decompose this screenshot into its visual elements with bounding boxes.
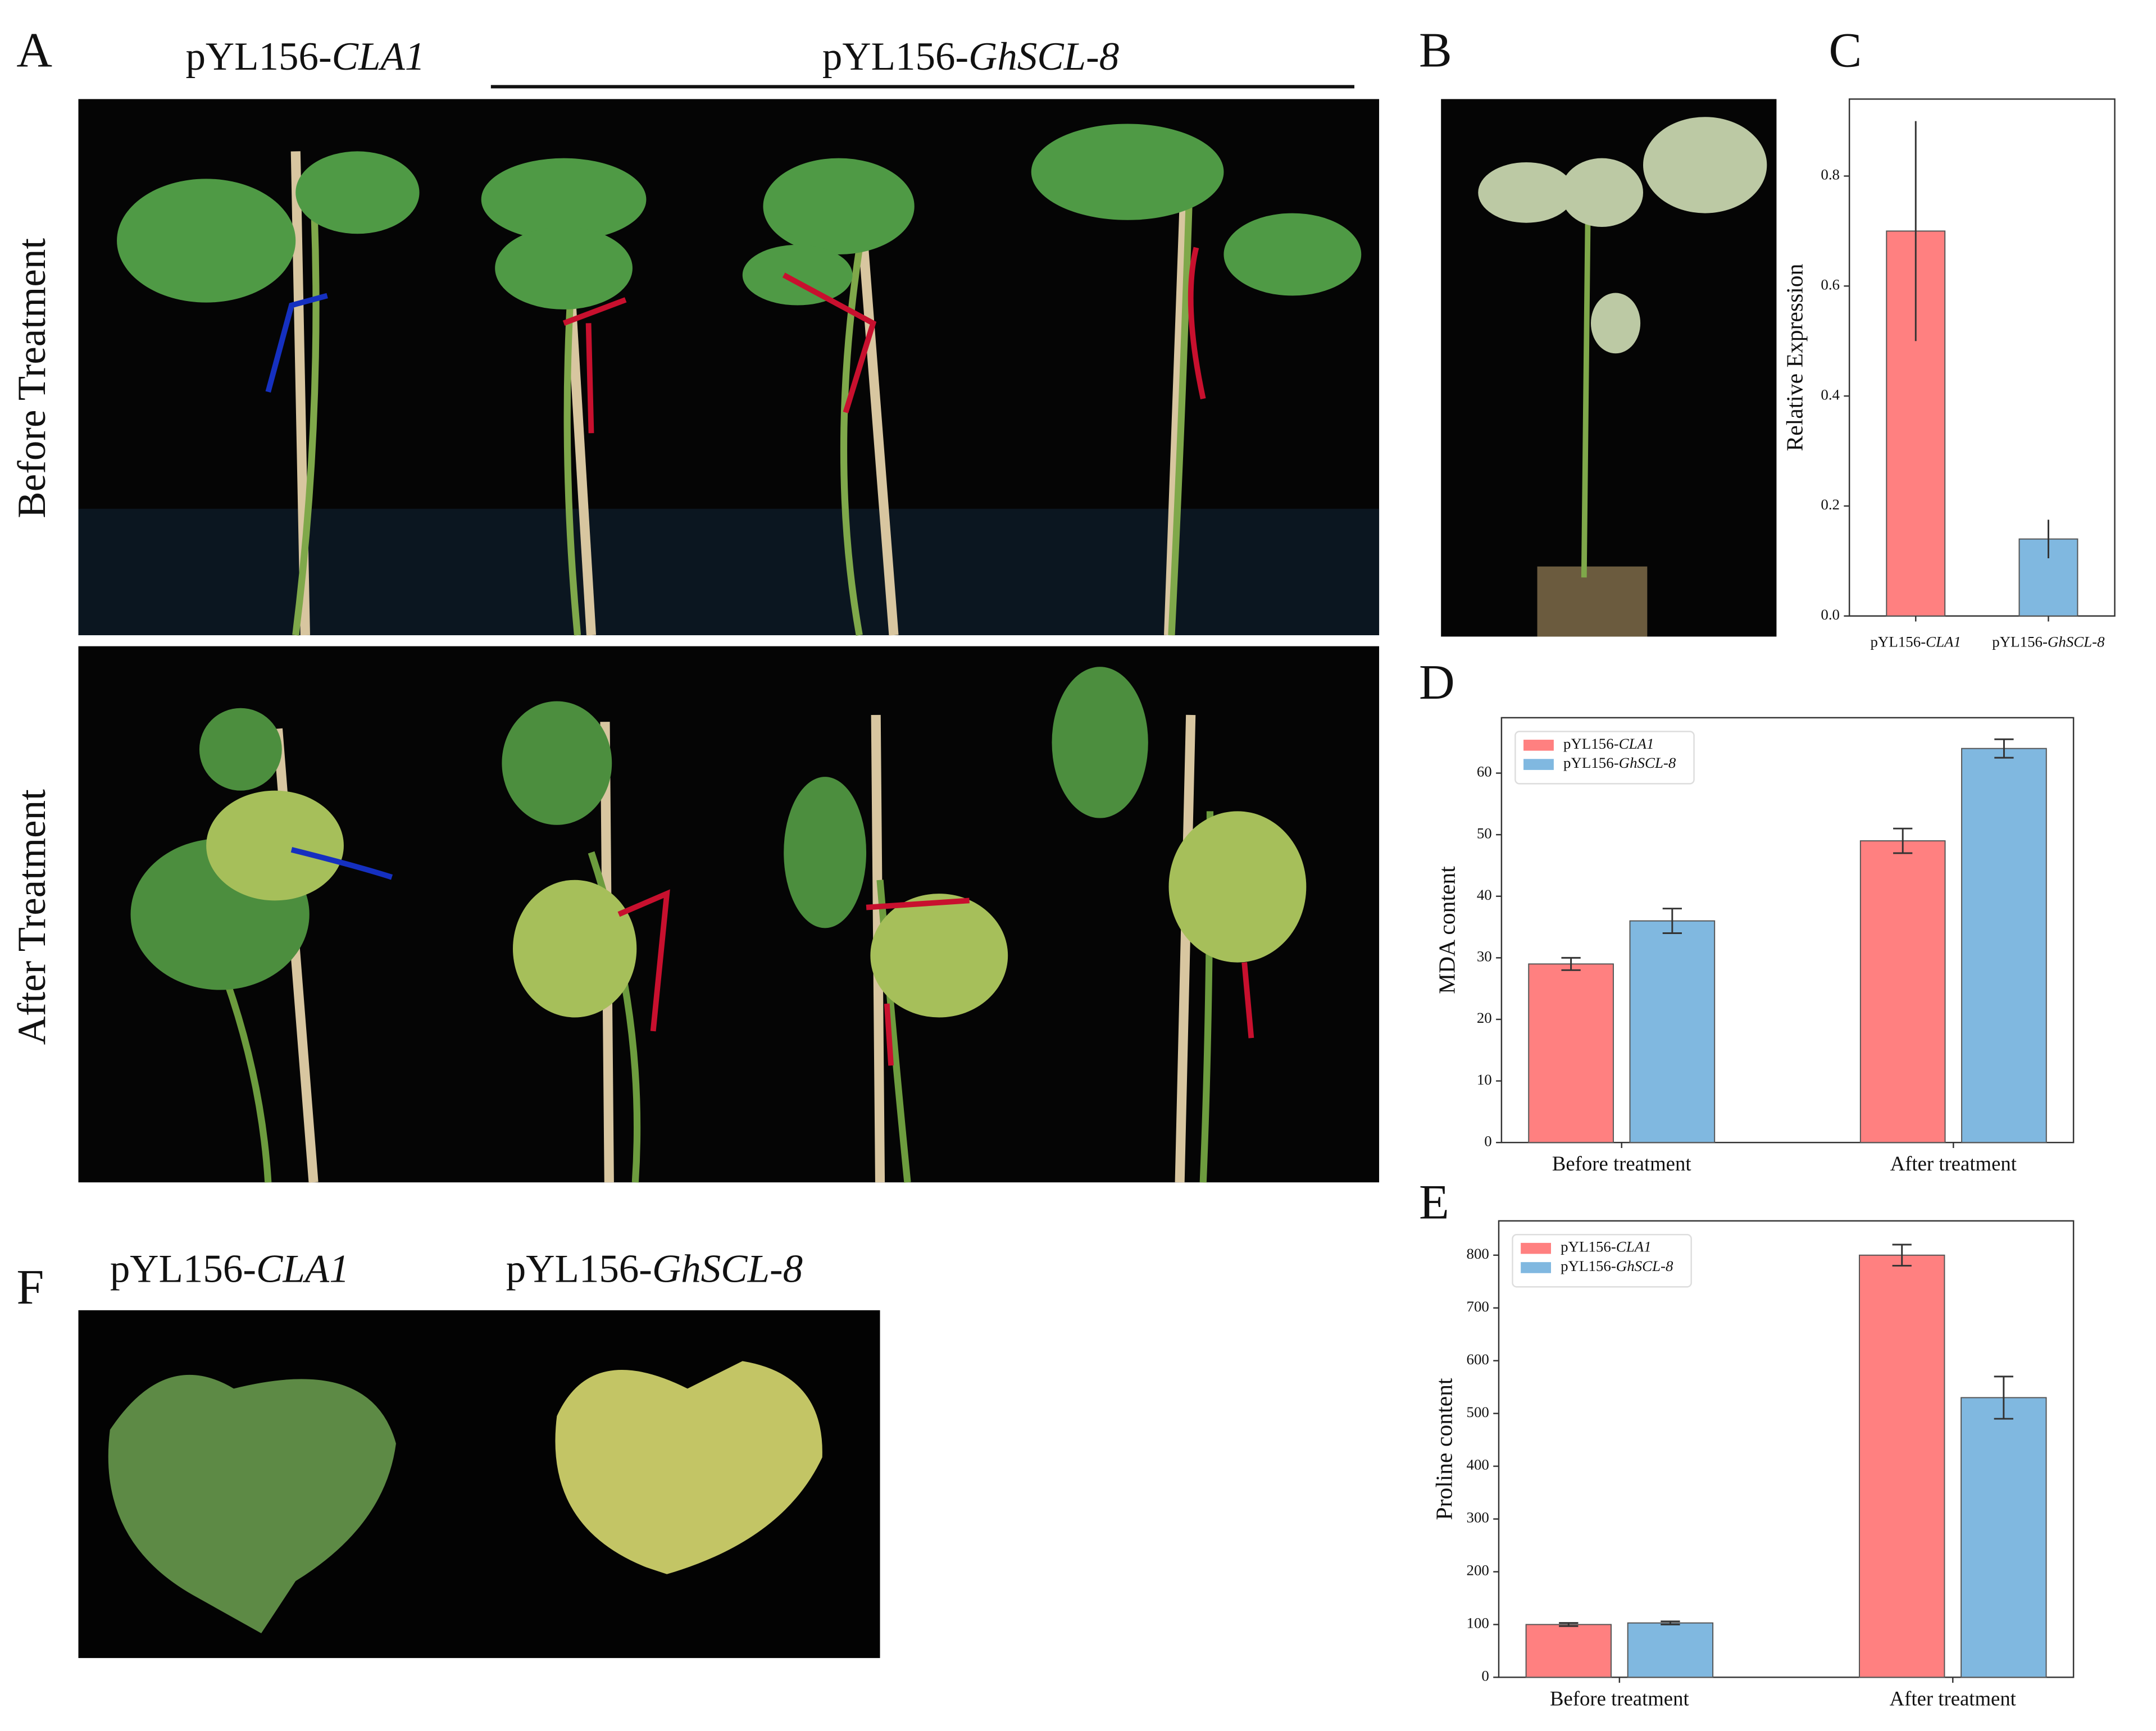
legend-label: pYL156-GhSCL-8 (1563, 754, 1676, 771)
y-tick-label: 50 (1477, 824, 1492, 841)
y-tick-label: 300 (1467, 1509, 1489, 1526)
bar (1629, 920, 1716, 1144)
y-tick-label: 400 (1467, 1456, 1489, 1473)
y-axis-label: MDA content (1434, 866, 1460, 994)
group-label: pYL156-GhSCL-8 (822, 35, 1119, 79)
y-tick-label: 40 (1477, 886, 1492, 903)
legend-swatch (1521, 1262, 1552, 1273)
y-tick-label: 0 (1484, 1132, 1491, 1149)
legend-frame (1512, 1233, 1692, 1288)
x-tick-label: Before treatment (1552, 1152, 1691, 1175)
legend-label: pYL156-CLA1 (1563, 735, 1654, 752)
legend-swatch (1523, 759, 1554, 770)
x-tick-label: Before treatment (1550, 1687, 1689, 1710)
panel-label: F (16, 1260, 44, 1315)
panel-label: C (1828, 22, 1862, 78)
photo (78, 646, 1380, 1183)
plot-frame (1848, 98, 2116, 617)
y-tick-label: 800 (1467, 1245, 1489, 1262)
y-tick-label: 100 (1467, 1615, 1489, 1632)
bar (1859, 1254, 1945, 1678)
error-bar (1994, 738, 2014, 759)
y-tick-label: 30 (1477, 948, 1492, 965)
row-label: Before Treatment (10, 238, 54, 518)
group-label: pYL156-CLA1 (185, 35, 425, 79)
y-axis-label: Relative Expression (1782, 263, 1808, 451)
y-tick-label: 60 (1477, 763, 1492, 780)
y-axis-label: Proline content (1432, 1378, 1458, 1520)
y-tick-label: 0.6 (1821, 276, 1840, 293)
error-bar (1662, 908, 1682, 934)
bar (1528, 963, 1614, 1144)
panel-label: B (1419, 22, 1452, 78)
photo (1441, 99, 1777, 637)
y-tick-label: 500 (1467, 1404, 1489, 1420)
photo (78, 99, 1380, 636)
panel-label: E (1419, 1174, 1449, 1229)
leaf-label: pYL156-GhSCL-8 (506, 1247, 803, 1291)
bar (1627, 1622, 1714, 1678)
y-tick-label: 10 (1477, 1071, 1492, 1088)
legend-label: pYL156-CLA1 (1561, 1238, 1651, 1255)
leaf-label: pYL156-CLA1 (110, 1247, 349, 1291)
y-tick-label: 0.8 (1821, 166, 1840, 183)
x-tick-label: After treatment (1890, 1152, 2017, 1175)
photo (78, 1310, 880, 1659)
error-bar (1994, 1375, 2013, 1420)
bar (1961, 1397, 2047, 1678)
bar (1961, 748, 2047, 1144)
error-bar (1559, 1622, 1579, 1627)
row-label: After Treatment (10, 789, 54, 1045)
panel-label: A (16, 22, 52, 78)
y-tick-label: 20 (1477, 1009, 1492, 1026)
error-bar (1892, 1243, 1912, 1267)
x-tick-label: pYL156-GhSCL-8 (1992, 634, 2105, 650)
y-tick-label: 0 (1481, 1668, 1489, 1684)
bar (1525, 1624, 1612, 1678)
panel-label: D (1419, 655, 1455, 710)
legend-frame (1514, 731, 1695, 785)
x-tick-label: pYL156-CLA1 (1871, 634, 1961, 650)
y-tick-label: 0.4 (1821, 386, 1840, 403)
x-tick-label: After treatment (1890, 1687, 2016, 1710)
error-bar (1893, 827, 1913, 854)
y-tick-label: 600 (1467, 1351, 1489, 1368)
y-tick-label: 0.2 (1821, 496, 1840, 513)
error-bar (1661, 1620, 1680, 1625)
plot-frame (1500, 717, 2075, 1144)
bar (1859, 840, 1946, 1144)
legend-swatch (1521, 1242, 1552, 1254)
legend-swatch (1523, 740, 1554, 751)
y-tick-label: 200 (1467, 1562, 1489, 1579)
y-tick-label: 700 (1467, 1298, 1489, 1315)
y-tick-label: 0.0 (1821, 606, 1840, 623)
legend-label: pYL156-GhSCL-8 (1561, 1258, 1673, 1274)
plot-frame (1498, 1220, 2075, 1678)
error-bar (1561, 956, 1581, 971)
